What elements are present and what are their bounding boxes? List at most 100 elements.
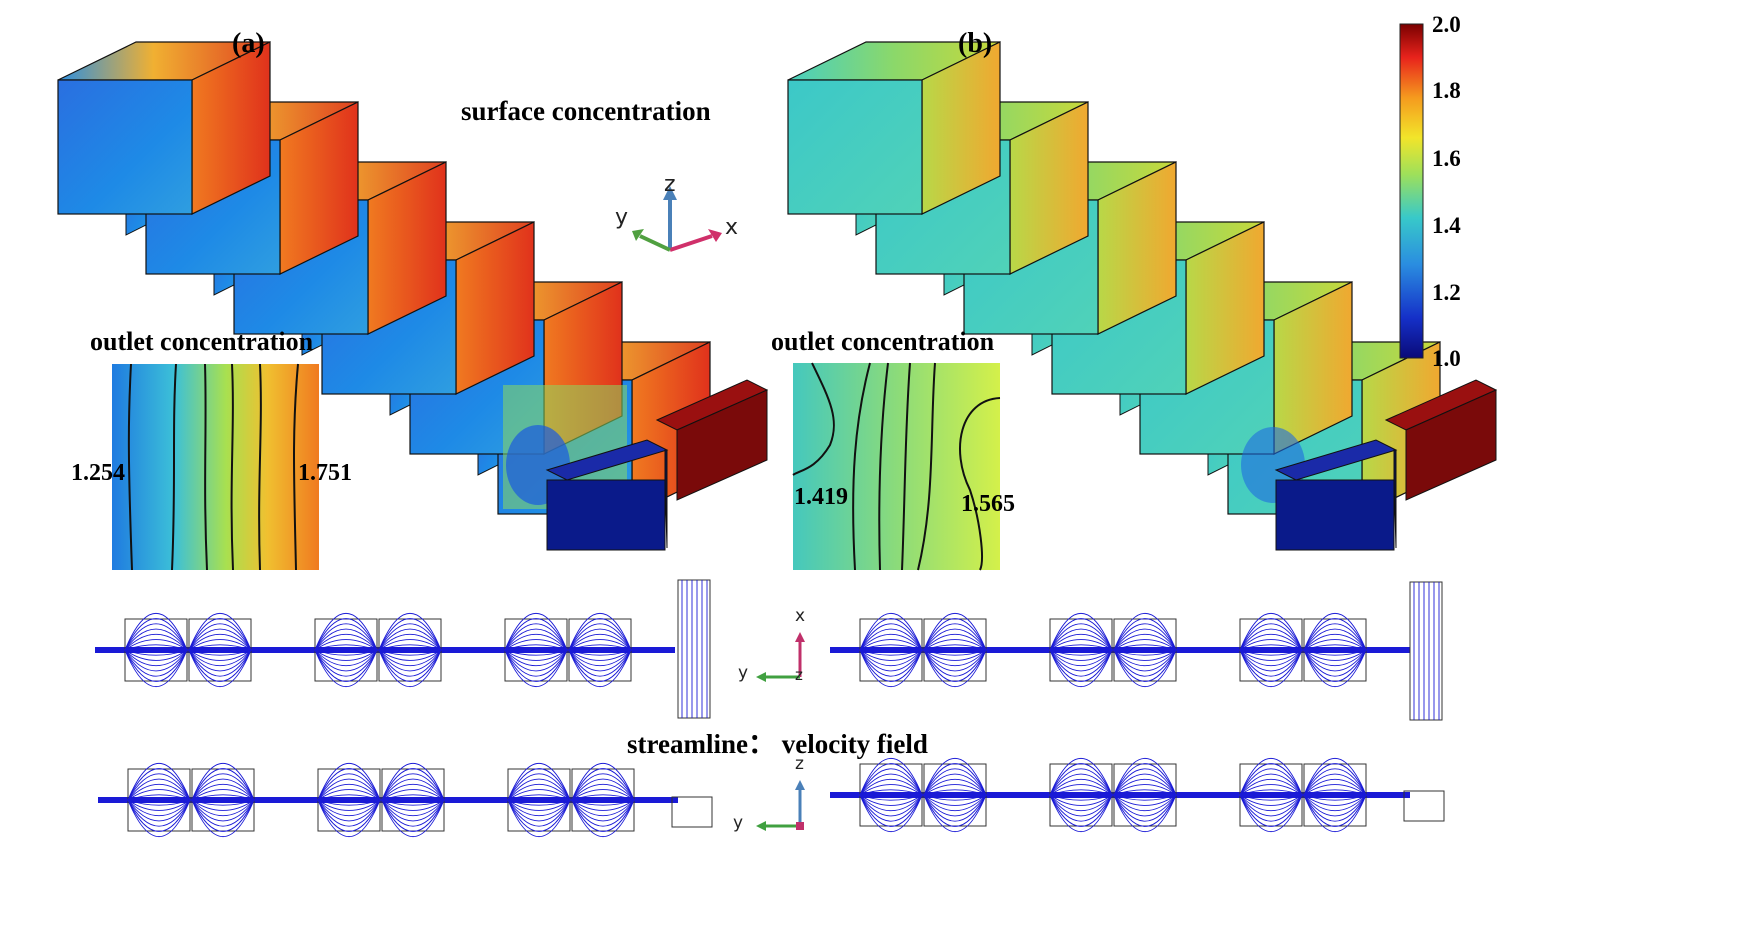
streamline [1113,794,1177,801]
streamline [314,628,378,651]
streamline [1303,794,1367,817]
streamline [504,628,568,651]
streamline [859,789,923,796]
streamline [859,768,923,796]
colorbar-tick: 2.0 [1432,12,1461,37]
streamline [923,649,987,666]
streamline [571,794,635,801]
streamline [1303,757,1367,796]
streamline [507,799,571,838]
streamline [1239,763,1303,796]
streamline [504,618,568,651]
streamline [314,612,378,651]
streamline [314,639,378,651]
streamline [1303,639,1367,651]
streamline [317,799,381,806]
streamline [507,799,571,806]
streamline [1113,649,1177,672]
streamline [568,649,632,677]
streamline [378,639,442,651]
streamline [1303,649,1367,661]
streamline [923,644,987,651]
streamline [381,799,445,811]
streamline [378,628,442,651]
streamline [923,649,987,677]
streamline [378,618,442,651]
surface-title: surface concentration [461,96,711,126]
streamline [1113,623,1177,651]
streamline [571,799,635,838]
t-junction [1409,581,1443,721]
streamline [191,768,255,801]
streamline [381,773,445,801]
streamline [1239,649,1303,677]
streamline [568,618,632,651]
streamline [317,773,381,801]
streamline [859,612,923,651]
streamline [127,784,191,801]
streamline [859,779,923,796]
streamline [381,799,445,822]
streamline [1239,628,1303,651]
streamline [923,779,987,796]
streamline [571,799,635,816]
streamline [923,794,987,833]
streamline [188,649,252,656]
streamline [378,634,442,651]
streamline [1049,794,1113,833]
panel-label-a: (a) [232,28,265,59]
streamline [317,789,381,801]
streamline [1113,768,1177,796]
streamline [1113,644,1177,651]
streamline [188,628,252,651]
streamline [1303,618,1367,651]
streamline [191,799,255,816]
streamline [859,794,923,811]
streamline [504,634,568,651]
streamline [317,799,381,816]
streamline [191,784,255,801]
streamline [191,794,255,801]
streamline [381,799,445,832]
streamline [568,612,632,651]
streamline [504,649,568,682]
streamline [1303,649,1367,677]
streamline [378,649,442,666]
inlet-hot-side [1405,389,1497,501]
streamline [314,649,378,672]
streamline [1303,634,1367,651]
streamline [571,768,635,801]
streamline [1049,649,1113,666]
mixer-b-3d [787,41,1498,551]
streamline [1239,789,1303,796]
streamline [923,794,987,822]
streamline [859,794,923,801]
streamline [504,649,568,661]
streamline [859,794,923,817]
streamline [1049,639,1113,651]
streamline [923,763,987,796]
streamline [1113,649,1177,666]
streamline [127,799,191,838]
streamline [1239,649,1303,682]
streamline [191,778,255,801]
streamline [317,762,381,801]
streamline [191,799,255,827]
streamline [381,799,445,838]
streamline [314,649,378,688]
streamline [1303,794,1367,806]
streamline [317,768,381,801]
streamline [1113,794,1177,833]
streamline [124,618,188,651]
streamline [923,649,987,682]
streamline [1303,623,1367,651]
streamline [188,649,252,688]
streamline [124,634,188,651]
streamline [859,649,923,677]
streamline [1239,618,1303,651]
streamline [381,768,445,801]
streamline [314,623,378,651]
streamline [317,794,381,801]
streamline [1239,623,1303,651]
outlet-value-b-right: 1.565 [961,491,1015,517]
